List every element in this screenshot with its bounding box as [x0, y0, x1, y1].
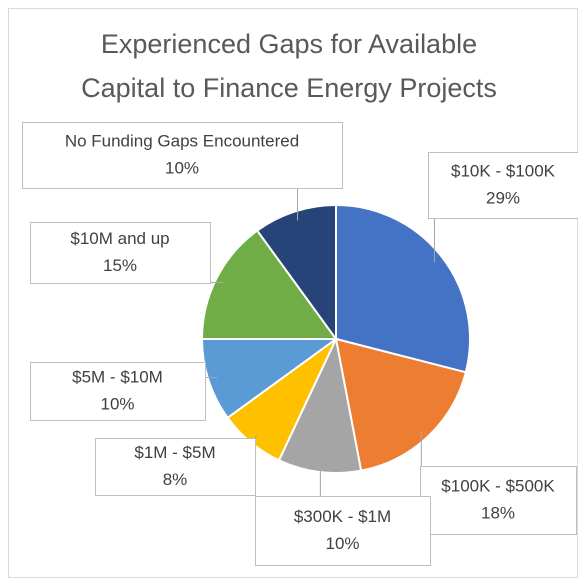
leader-line — [254, 434, 258, 439]
pie-slice — [334, 337, 468, 472]
data-label-value: 10% — [165, 158, 199, 177]
data-label-name: $100K - $500K — [441, 476, 555, 495]
label-box — [22, 122, 343, 189]
data-label-value: 29% — [486, 188, 520, 207]
data-label-value: 8% — [163, 470, 188, 489]
data-label-name: No Funding Gaps Encountered — [65, 131, 299, 150]
data-label-name: $10M and up — [70, 229, 169, 248]
data-label-name: $10K - $100K — [451, 161, 556, 180]
label-box — [30, 362, 206, 421]
pie-slice — [335, 203, 471, 374]
pie-slice — [200, 338, 340, 420]
data-label-name: $300K - $1M — [294, 507, 391, 526]
data-label-name: $1M - $5M — [134, 443, 215, 462]
label-box — [95, 438, 256, 496]
chart-title: Experienced Gaps for Available Capital t… — [81, 29, 497, 103]
label-box — [420, 466, 577, 535]
pie-slice — [200, 229, 338, 340]
data-label-value: 10% — [100, 394, 134, 413]
data-label-value: 10% — [325, 534, 359, 553]
pie-slice — [255, 203, 337, 343]
data-label-value: 18% — [481, 503, 515, 522]
label-box — [428, 152, 578, 219]
data-label-value: 15% — [103, 256, 137, 275]
data-label-name: $5M - $10M — [72, 367, 163, 386]
label-box — [255, 496, 431, 566]
label-box — [30, 222, 211, 284]
pie-slice — [277, 335, 363, 474]
